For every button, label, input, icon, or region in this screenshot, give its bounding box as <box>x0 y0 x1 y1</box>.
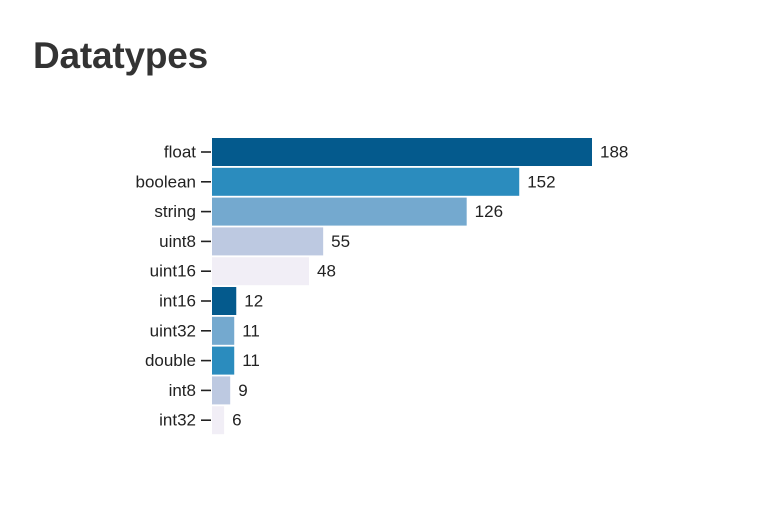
y-tick-label: uint8 <box>159 232 196 251</box>
y-tick-label: boolean <box>135 172 196 191</box>
y-tick-label: string <box>154 202 196 221</box>
y-tick-label: uint32 <box>150 321 196 340</box>
page-title: Datatypes <box>33 35 209 76</box>
y-tick-label: int16 <box>159 292 196 311</box>
bar-uint16 <box>212 257 310 286</box>
bar-boolean <box>212 167 520 196</box>
value-label: 11 <box>242 321 260 340</box>
y-tick-label: int8 <box>169 381 196 400</box>
value-label: 9 <box>238 381 247 400</box>
value-label: 55 <box>331 232 350 251</box>
y-tick-label: uint16 <box>150 262 196 281</box>
bars-group <box>212 138 592 435</box>
value-label: 188 <box>600 143 628 162</box>
value-label: 48 <box>317 262 336 281</box>
bar-int32 <box>212 406 225 435</box>
bar-uint32 <box>212 316 235 345</box>
y-tick-label: int32 <box>159 411 196 430</box>
value-label: 6 <box>232 411 241 430</box>
y-axis: float boolean string uint8 uint16 int16 uint32… <box>135 143 211 430</box>
bar-double <box>212 346 235 375</box>
value-label: 12 <box>244 292 263 311</box>
value-label: 152 <box>527 172 555 191</box>
value-label: 11 <box>242 351 260 370</box>
bar-string <box>212 197 467 226</box>
value-labels-group: 188 152 126 55 48 12 11 11 9 6 <box>232 143 628 430</box>
y-tick-label: float <box>164 143 196 162</box>
bar-int8 <box>212 376 231 405</box>
y-tick-label: double <box>145 351 196 370</box>
bar-int16 <box>212 287 237 315</box>
value-label: 126 <box>475 202 503 221</box>
bar-float <box>212 138 592 166</box>
bar-uint8 <box>212 227 324 256</box>
